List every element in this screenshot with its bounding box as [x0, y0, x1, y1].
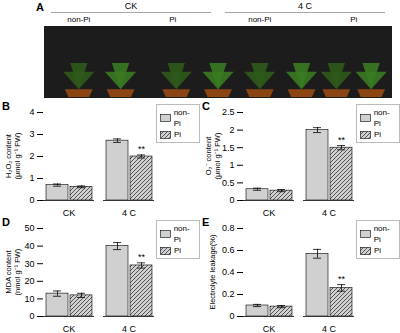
svg-text:CK: CK — [125, 1, 138, 11]
svg-text:1.5: 1.5 — [222, 143, 235, 153]
svg-text:CK: CK — [63, 208, 76, 216]
svg-text:Pi: Pi — [350, 15, 357, 24]
svg-text:non-Pi: non-Pi — [248, 15, 271, 24]
svg-text:**: ** — [338, 135, 346, 145]
svg-text:2: 2 — [29, 151, 34, 161]
svg-text:20: 20 — [24, 276, 34, 286]
svg-text:3: 3 — [29, 129, 34, 139]
svg-text:0: 0 — [29, 195, 34, 205]
svg-text:**: ** — [138, 252, 146, 262]
svg-text:0: 0 — [229, 311, 234, 321]
html-text:C: C — [202, 100, 210, 112]
svg-text:2: 2 — [229, 125, 234, 135]
html-text:Pi: Pi — [374, 246, 382, 255]
html-text:non-Pi: non-Pi — [173, 108, 190, 128]
html-text:Pi: Pi — [374, 130, 382, 139]
svg-text:30: 30 — [24, 259, 34, 269]
svg-text:A: A — [36, 1, 44, 13]
svg-text:4: 4 — [29, 107, 34, 117]
svg-text:0: 0 — [29, 311, 34, 321]
html-text:Pi: Pi — [174, 130, 182, 139]
svg-text:10: 10 — [24, 294, 34, 304]
svg-text:CK: CK — [263, 208, 276, 216]
svg-text:H₂O₂ content(μmol g⁻¹ FW): H₂O₂ content(μmol g⁻¹ FW) — [4, 132, 22, 179]
html-text:non-Pi: non-Pi — [173, 224, 190, 244]
svg-text:Electrolyte leakage(%): Electrolyte leakage(%) — [208, 234, 217, 310]
html-text:non-Pi: non-Pi — [373, 224, 390, 244]
svg-text:0.5: 0.5 — [222, 178, 235, 188]
svg-text:**: ** — [138, 144, 146, 154]
svg-text:0.4: 0.4 — [222, 267, 235, 277]
svg-text:4 C: 4 C — [322, 324, 337, 332]
html-text:Pi: Pi — [174, 246, 182, 255]
svg-text:4 C: 4 C — [322, 208, 337, 216]
svg-text:non-Pi: non-Pi — [67, 15, 90, 24]
svg-text:**: ** — [338, 274, 346, 284]
svg-text:2.5: 2.5 — [222, 107, 235, 117]
svg-text:4 C: 4 C — [122, 208, 137, 216]
svg-text:0: 0 — [229, 195, 234, 205]
html-text:non-Pi: non-Pi — [373, 108, 390, 128]
svg-text:Pi: Pi — [169, 15, 176, 24]
svg-text:50: 50 — [24, 223, 34, 233]
svg-text:0.6: 0.6 — [222, 245, 235, 255]
html-text:E: E — [202, 216, 210, 228]
svg-text:MDA content(nmol g⁻¹ FW): MDA content(nmol g⁻¹ FW) — [4, 248, 22, 295]
html-text:B: B — [2, 100, 10, 112]
svg-text:0.2: 0.2 — [222, 289, 235, 299]
svg-text:O₂⁻ content(μmol g⁻¹ FW): O₂⁻ content(μmol g⁻¹ FW) — [204, 132, 222, 179]
svg-text:0.8: 0.8 — [222, 223, 235, 233]
svg-text:1: 1 — [29, 173, 34, 183]
html-text:D: D — [2, 216, 10, 228]
svg-text:40: 40 — [24, 241, 34, 251]
svg-text:CK: CK — [263, 324, 276, 332]
svg-text:1: 1 — [229, 160, 234, 170]
svg-text:CK: CK — [63, 324, 76, 332]
svg-text:4 C: 4 C — [122, 324, 137, 332]
svg-text:4 C: 4 C — [298, 1, 313, 11]
